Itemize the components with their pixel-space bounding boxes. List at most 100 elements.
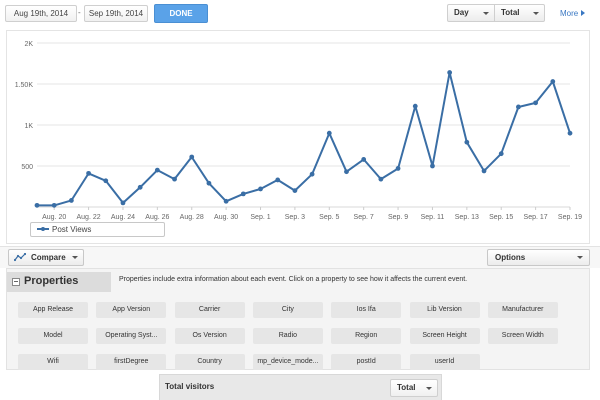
data-point (189, 154, 195, 160)
chevron-down-icon (483, 12, 489, 15)
collapse-icon[interactable] (12, 278, 20, 286)
y-tick-label: 1.50K (15, 82, 34, 89)
interval-select-label: Day (454, 8, 469, 17)
property-button[interactable]: Manufacturer (487, 302, 558, 318)
properties-section: Properties Properties include extra info… (6, 268, 590, 370)
property-button[interactable]: Lib Version (409, 302, 480, 318)
property-button[interactable]: mp_device_mode... (252, 354, 323, 370)
property-button[interactable]: Screen Height (409, 328, 480, 344)
metric-select[interactable]: Total (495, 4, 545, 22)
properties-header[interactable]: Properties (7, 272, 111, 292)
data-point (275, 177, 281, 183)
property-button[interactable]: Os Version (174, 328, 245, 344)
data-point (292, 188, 298, 194)
property-button[interactable]: App Release (18, 302, 88, 318)
data-point (516, 104, 521, 110)
total-visitors-title: Total visitors (165, 382, 215, 391)
data-point (206, 180, 212, 186)
y-tick-label: 1K (24, 123, 33, 130)
data-point (447, 70, 453, 75)
data-point (172, 176, 177, 182)
property-button[interactable]: Radio (252, 328, 323, 344)
x-tick-label: Sep. 5 (319, 214, 339, 221)
data-point (550, 79, 556, 84)
data-point (464, 139, 470, 145)
line-chart: 500 1K 1.50K 2K Aug. 20 Aug. 22 Aug. 24 Aug. 26… (15, 41, 582, 221)
compare-button-label: Compare (31, 253, 66, 262)
interval-select[interactable]: Day (447, 4, 495, 22)
data-point (51, 202, 57, 208)
x-tick-label: Aug. 30 (214, 214, 238, 221)
property-button[interactable]: Country (174, 354, 245, 370)
chevron-down-icon (577, 256, 583, 259)
done-button[interactable]: DONE (154, 4, 208, 23)
y-tick-label: 500 (21, 164, 33, 171)
x-tick-label: Sep. 13 (455, 214, 479, 221)
data-point (68, 198, 74, 203)
chevron-right-icon (581, 10, 586, 16)
property-button[interactable]: City (252, 302, 323, 318)
property-button[interactable]: Screen Width (487, 328, 558, 344)
data-point (533, 100, 539, 106)
options-button[interactable]: Options (487, 249, 590, 266)
compare-button[interactable]: Compare (8, 249, 84, 266)
property-button[interactable]: firstDegree (96, 354, 167, 370)
series-line-post-views (37, 71, 571, 207)
data-point (361, 157, 367, 162)
x-tick-label: Aug. 28 (180, 214, 204, 221)
date-separator: - (78, 8, 81, 17)
property-button[interactable]: Ios Ifa (331, 302, 402, 318)
y-tick-label: 2K (24, 41, 33, 48)
x-tick-label: Aug. 24 (111, 214, 135, 221)
end-date-input[interactable]: Sep 19th, 2014 (84, 5, 148, 22)
properties-title: Properties (24, 275, 79, 287)
more-link[interactable]: More (560, 9, 586, 18)
x-tick-label: Sep. 1 (250, 214, 270, 221)
legend-swatch-icon (37, 225, 49, 233)
property-button[interactable]: App Version (96, 302, 167, 318)
compare-icon (14, 253, 26, 262)
property-button[interactable]: Wifi (18, 354, 88, 370)
x-tick-label: Sep. 17 (524, 214, 548, 221)
data-point (395, 166, 401, 171)
property-button[interactable]: Operating Syst... (96, 328, 167, 344)
legend-label: Post Views (52, 225, 92, 234)
x-tick-label: Aug. 22 (77, 214, 101, 221)
data-point (567, 130, 573, 136)
data-point (103, 178, 109, 184)
data-point (481, 168, 487, 174)
property-button[interactable]: Region (331, 328, 402, 344)
data-point (378, 176, 384, 182)
data-point (309, 171, 315, 177)
data-point (240, 191, 246, 197)
start-date-input[interactable]: Aug 19th, 2014 (5, 5, 77, 22)
data-point (326, 130, 332, 136)
total-visitors-panel: Total visitors Total (159, 374, 442, 400)
chevron-down-icon (426, 387, 432, 390)
chart-controls-bar: Compare Options (0, 246, 600, 268)
data-point (154, 167, 160, 173)
properties-description: Properties include extra information abo… (119, 276, 468, 283)
property-button[interactable]: Carrier (174, 302, 245, 318)
options-button-label: Options (495, 253, 526, 262)
property-button[interactable]: userId (409, 354, 480, 370)
date-toolbar: Aug 19th, 2014 - Sep 19th, 2014 DONE Day… (0, 0, 600, 30)
more-link-label: More (560, 9, 579, 18)
data-point (137, 184, 143, 190)
x-tick-label: Sep. 19 (558, 214, 582, 221)
x-tick-label: Sep. 11 (421, 214, 445, 221)
data-point (412, 103, 418, 109)
property-button[interactable]: Model (18, 328, 88, 344)
total-select-label: Total (397, 383, 416, 392)
x-tick-label: Aug. 20 (42, 214, 66, 221)
total-select[interactable]: Total (390, 379, 438, 397)
data-point (430, 163, 435, 169)
chart-legend[interactable]: Post Views (30, 222, 165, 237)
data-point (34, 202, 40, 208)
data-point (86, 170, 91, 176)
x-tick-label: Sep. 9 (388, 214, 408, 221)
data-point (223, 198, 229, 204)
property-button[interactable]: postId (331, 354, 402, 370)
x-tick-label: Sep. 15 (489, 214, 513, 221)
x-tick-label: Sep. 7 (354, 214, 374, 221)
